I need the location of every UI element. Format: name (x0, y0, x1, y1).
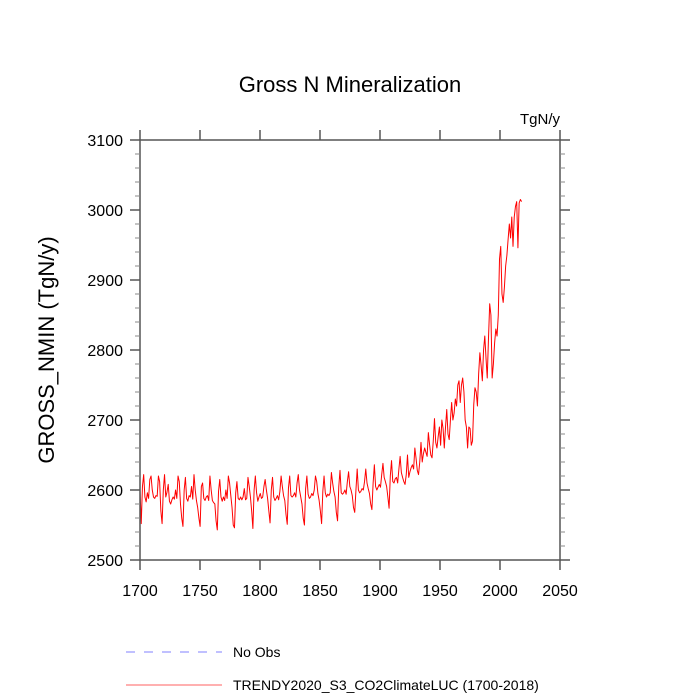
x-tick-label: 1750 (182, 583, 218, 600)
x-tick-label: 1850 (302, 583, 338, 600)
axes (130, 130, 570, 570)
y-tick-label: 3100 (87, 133, 123, 150)
y-tick-label: 3000 (87, 203, 123, 220)
x-tick-label: 1700 (122, 583, 158, 600)
series-line-trendy (140, 199, 523, 531)
x-tick-label: 2050 (542, 583, 578, 600)
units-label: TgN/y (520, 111, 561, 128)
y-tick-label: 2900 (87, 273, 123, 290)
y-tick-label: 2700 (87, 413, 123, 430)
y-tick-label: 2600 (87, 483, 123, 500)
x-tick-label: 1800 (242, 583, 278, 600)
chart-title: Gross N Mineralization (239, 72, 462, 97)
series-group (140, 199, 523, 531)
y-tick-label: 2500 (87, 553, 123, 570)
plot-frame (139, 139, 561, 561)
legend-label-trendy: TRENDY2020_S3_CO2ClimateLUC (1700-2018) (233, 677, 539, 693)
legend-label-no-obs: No Obs (233, 644, 280, 660)
y-tick-label: 2800 (87, 343, 123, 360)
plot-area (140, 199, 523, 531)
legend: No Obs TRENDY2020_S3_CO2ClimateLUC (1700… (126, 644, 539, 693)
x-tick-label: 1900 (362, 583, 398, 600)
y-axis-label: GROSS_NMIN (TgN/y) (34, 236, 59, 463)
x-tick-label: 2000 (482, 583, 518, 600)
x-tick-label: 1950 (422, 583, 458, 600)
y-tick-labels: 2500 2600 2700 2800 2900 3000 3100 (87, 133, 123, 570)
x-tick-labels: 1700 1750 1800 1850 1900 1950 2000 2050 (122, 583, 578, 600)
